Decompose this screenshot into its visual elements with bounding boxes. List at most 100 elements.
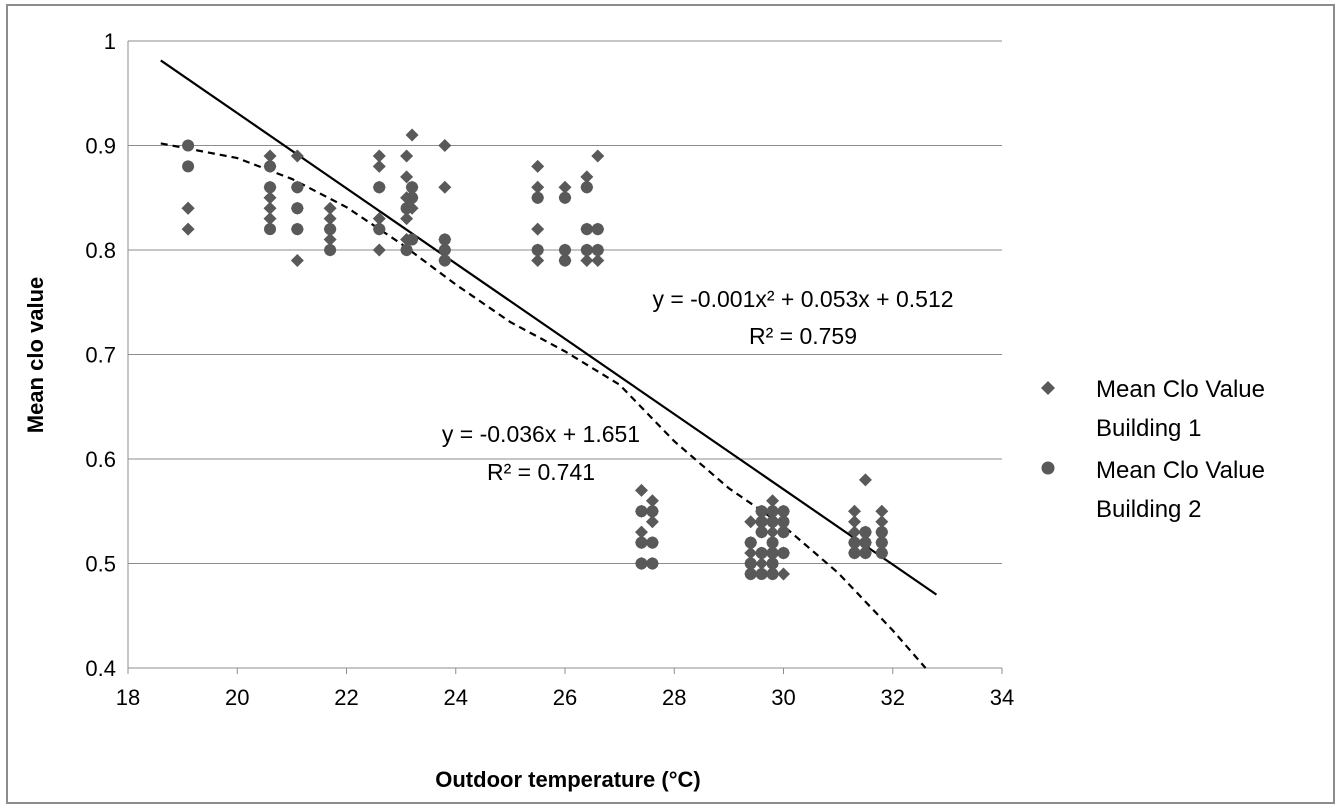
- building-1-diamond-point-88: [848, 536, 862, 550]
- building-1-diamond-point-41: [531, 243, 545, 257]
- building-1-diamond-point-74: [755, 557, 769, 570]
- building-1-diamond-point-64: [645, 557, 659, 570]
- building-1-diamond-point-48: [558, 191, 572, 205]
- building-2-circle-point-39: [755, 567, 768, 580]
- building-1-diamond-point-55: [591, 253, 605, 267]
- building-1-diamond-point-66: [645, 515, 659, 529]
- y-tick-label-0.6: 0.6: [85, 447, 116, 472]
- building-1-diamond-point-67: [645, 504, 659, 518]
- y-tick-label-0.4: 0.4: [85, 656, 116, 681]
- x-tick-label-18: 18: [116, 685, 140, 710]
- building-1-diamond-point-38: [438, 180, 452, 194]
- x-tick-label-34: 34: [990, 685, 1014, 710]
- building-1-diamond-point-37: [438, 233, 452, 247]
- building-1-diamond-point-40: [531, 253, 545, 267]
- building-2-circle-point-47: [766, 536, 779, 549]
- building-2-circle-point-2: [264, 223, 277, 236]
- building-1-diamond-point-9: [290, 253, 304, 267]
- building-1-diamond-point-43: [531, 191, 545, 205]
- building-2-circle-point-0: [182, 160, 195, 173]
- x-tick-label-32: 32: [881, 685, 905, 710]
- building-1-diamond-point-96: [875, 546, 889, 560]
- building-2-circle-point-52: [777, 515, 790, 528]
- building-1-diamond-point-46: [558, 253, 572, 267]
- x-tick-label-26: 26: [553, 685, 577, 710]
- building-1-diamond-point-86: [777, 504, 790, 518]
- building-1-diamond-point-15: [323, 233, 337, 247]
- building-1-diamond-point-60: [634, 536, 648, 550]
- building-1-diamond-point-24: [372, 149, 386, 163]
- building-1-diamond-point-47: [558, 243, 572, 257]
- building-1-diamond-point-19: [372, 243, 386, 257]
- building-1-diamond-point-98: [875, 525, 889, 539]
- building-2-circle-point-45: [766, 557, 779, 570]
- legend-diamond-marker: [1041, 381, 1055, 395]
- building-1-diamond-point-63: [634, 483, 648, 497]
- y-tick-label-1: 1: [104, 29, 116, 54]
- building-1-diamond-point-99: [875, 515, 889, 529]
- building-1-diamond-point-25: [400, 243, 414, 257]
- building-1-diamond-point-49: [558, 180, 572, 194]
- building-1-diamond-point-16: [323, 222, 337, 236]
- building-1-diamond-point-20: [372, 222, 386, 236]
- building-1-diamond-point-92: [858, 546, 872, 560]
- building-1-diamond-point-2: [181, 201, 195, 215]
- building-1-diamond-point-70: [744, 557, 758, 570]
- building-1-diamond-point-44: [531, 180, 545, 194]
- building-1-diamond-point-51: [580, 243, 594, 257]
- linear-trendline: [160, 59, 938, 596]
- building-1-diamond-point-57: [591, 222, 605, 236]
- building-1-diamond-point-50: [580, 253, 594, 267]
- building-1-diamond-point-78: [766, 567, 780, 581]
- building-1-diamond-point-85: [777, 525, 790, 539]
- legend-label-building-1-line-2: Building 1: [1096, 415, 1201, 442]
- building-1-diamond-point-93: [858, 536, 872, 550]
- building-1-diamond-point-79: [766, 546, 780, 560]
- building-1-diamond-point-83: [777, 567, 790, 581]
- building-1-diamond-point-69: [744, 567, 758, 581]
- x-axis-title: Outdoor temperature (°C): [435, 767, 700, 792]
- building-1-diamond-point-91: [848, 504, 862, 518]
- legend-label-building-2-line-2: Building 2: [1096, 496, 1201, 523]
- x-tick-label-30: 30: [771, 685, 795, 710]
- trendlines: [160, 59, 938, 669]
- building-1-diamond-point-36: [438, 243, 452, 257]
- building-1-diamond-point-18: [323, 201, 337, 215]
- x-tick-label-28: 28: [662, 685, 686, 710]
- x-tick-label-22: 22: [334, 685, 358, 710]
- building-1-diamond-point-61: [634, 525, 648, 539]
- building-1-diamond-point-100: [875, 504, 889, 518]
- building-1-diamond-point-71: [744, 546, 758, 560]
- linear-trendline-r2: R² = 0.741: [487, 459, 595, 485]
- building-1-diamond-point-65: [645, 536, 659, 550]
- building-1-diamond-point-12: [290, 180, 304, 194]
- legend-item-building-2: Mean Clo Value Building 2: [1041, 457, 1265, 523]
- building-2-circle-point-42: [755, 515, 768, 528]
- building-2-circle-point-1: [182, 139, 195, 152]
- building-1-diamond-point-32: [405, 191, 419, 205]
- building-1-diamond-point-0: [181, 222, 195, 236]
- building-1-diamond-point-87: [848, 546, 862, 560]
- x-tick-label-24: 24: [444, 685, 468, 710]
- building-1-diamond-point-84: [777, 546, 790, 560]
- y-tick-label-0.9: 0.9: [85, 134, 116, 159]
- building-1-diamond-point-27: [400, 212, 414, 226]
- building-1-diamond-point-75: [755, 546, 769, 560]
- building-1-diamond-point-13: [290, 149, 304, 163]
- linear-trendline-equation: y = -0.036x + 1.651: [442, 421, 640, 447]
- y-tick-label-0.8: 0.8: [85, 238, 116, 263]
- building-1-diamond-point-42: [531, 222, 545, 236]
- building-1-diamond-point-8: [263, 149, 277, 163]
- building-1-diamond-point-26: [400, 233, 414, 247]
- building-1-diamond-point-21: [372, 212, 386, 226]
- building-1-diamond-point-72: [744, 536, 758, 550]
- y-tick-label-0.5: 0.5: [85, 552, 116, 577]
- building-1-diamond-point-34: [405, 128, 419, 142]
- building-1-diamond-point-45: [531, 159, 545, 173]
- building-1-diamond-point-62: [634, 504, 648, 518]
- legend: Mean Clo Value Building 1 Mean Clo Value…: [1041, 376, 1265, 523]
- building-1-diamond-point-97: [875, 536, 889, 550]
- building-1-diamond-point-7: [263, 159, 277, 173]
- building-1-diamond-point-31: [405, 201, 419, 215]
